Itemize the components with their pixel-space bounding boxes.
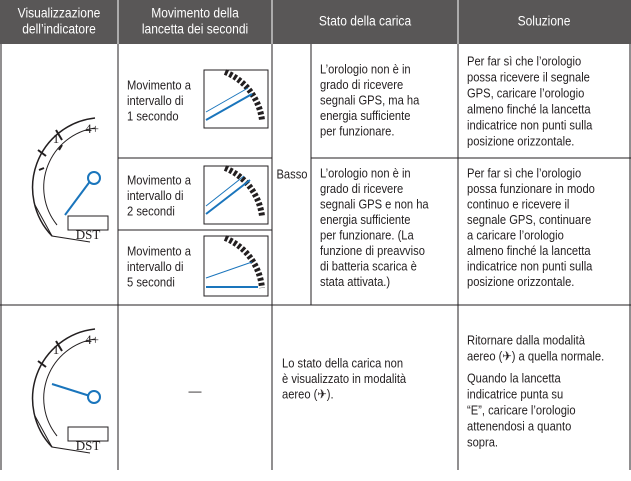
cell-text: aereo (✈). [282, 387, 334, 402]
cell-text: sopra. [467, 435, 498, 450]
cell-text: 1 [53, 131, 60, 146]
cell-text: “E”, caricare l’orologio [467, 403, 576, 418]
cell-text: GPS, caricare l’orologio [467, 86, 585, 101]
cell-text: energia sufficiente [320, 212, 411, 227]
cell-text: indicatrice non punti sulla [467, 259, 593, 274]
header-text: Stato della carica [319, 13, 412, 29]
cell-text: segnale GPS, continuare [467, 212, 591, 227]
cell-text: 5 secondi [127, 275, 175, 290]
table-grid [0, 0, 631, 470]
cell-text: attenendosi a quanto [467, 419, 572, 434]
cell-text: intervallo di [127, 259, 183, 274]
cell-text: energia sufficiente [320, 108, 411, 123]
cell-text: DST [76, 227, 101, 242]
cell-text: Quando la lancetta [467, 371, 561, 386]
cell-text: 4+ [85, 332, 99, 347]
cell-text: posizione orizzontale. [467, 134, 574, 149]
dial-icon [31, 117, 109, 243]
cell-text: intervallo di [127, 188, 183, 203]
dial-icon [31, 328, 109, 454]
cell-text: grado di ricevere [320, 77, 403, 92]
cell-text: di batteria scarica è [320, 259, 417, 274]
cell-text: 1 [53, 342, 60, 357]
cell-text: segnali GPS e non ha [320, 197, 429, 212]
header-text: Soluzione [518, 13, 571, 29]
cell-text: Basso [276, 167, 307, 182]
cell-text: segnali GPS, ma ha [320, 93, 420, 108]
cell-text: L’orologio non è in [320, 166, 411, 181]
cell-text: continuo e ricevere il [467, 197, 569, 212]
cell-text: 1 secondo [127, 109, 179, 124]
cell-text: Ritornare dalla modalità [467, 333, 585, 348]
cell-text: posizione orizzontale. [467, 274, 574, 289]
cell-text: possa funzionare in modo [467, 181, 595, 196]
cell-text: grado di ricevere [320, 181, 403, 196]
header-text: lancetta dei secondi [142, 21, 248, 37]
cell-text: almeno finché la lancetta [467, 102, 591, 117]
header-text: Visualizzazione [18, 5, 101, 21]
cell-text: è visualizzato in modalità [282, 371, 406, 386]
cell-text: per funzionare. [320, 124, 394, 139]
header-bg [0, 0, 631, 44]
cell-text: possa ricevere il segnale [467, 70, 590, 85]
cell-text: almeno finché la lancetta [467, 243, 591, 258]
cell-text: funzione di preavviso [320, 243, 425, 258]
header-text: dell’indicatore [22, 21, 96, 37]
header-text: Movimento della [151, 5, 239, 21]
cell-text: a caricare l’orologio [467, 228, 564, 243]
cell-text: stata attivata.) [320, 274, 390, 289]
needle [64, 171, 101, 216]
movement-icons [203, 69, 269, 297]
cell-text: Per far sì che l’orologio [467, 54, 581, 69]
cell-text: indicatrice non punti sulla [467, 118, 593, 133]
cell-text: Per far sì che l’orologio [467, 166, 581, 181]
cell-text: Movimento a [127, 173, 191, 188]
cell-text: indicatrice punta su [467, 387, 563, 402]
cell-text: Lo stato della carica non [282, 356, 403, 371]
cell-text: Movimento a [127, 244, 191, 259]
cell-text: per funzionare. (La [320, 228, 414, 243]
cell-text: 4+ [85, 121, 99, 136]
cell-text: Movimento a [127, 78, 191, 93]
cell-text: aereo (✈) a quella normale. [467, 349, 604, 364]
cell-text: DST [76, 438, 101, 453]
cell-text: intervallo di [127, 93, 183, 108]
cell-text: L’orologio non è in [320, 62, 411, 77]
cell-text: 2 secondi [127, 204, 175, 219]
cell-text: — [189, 383, 202, 398]
